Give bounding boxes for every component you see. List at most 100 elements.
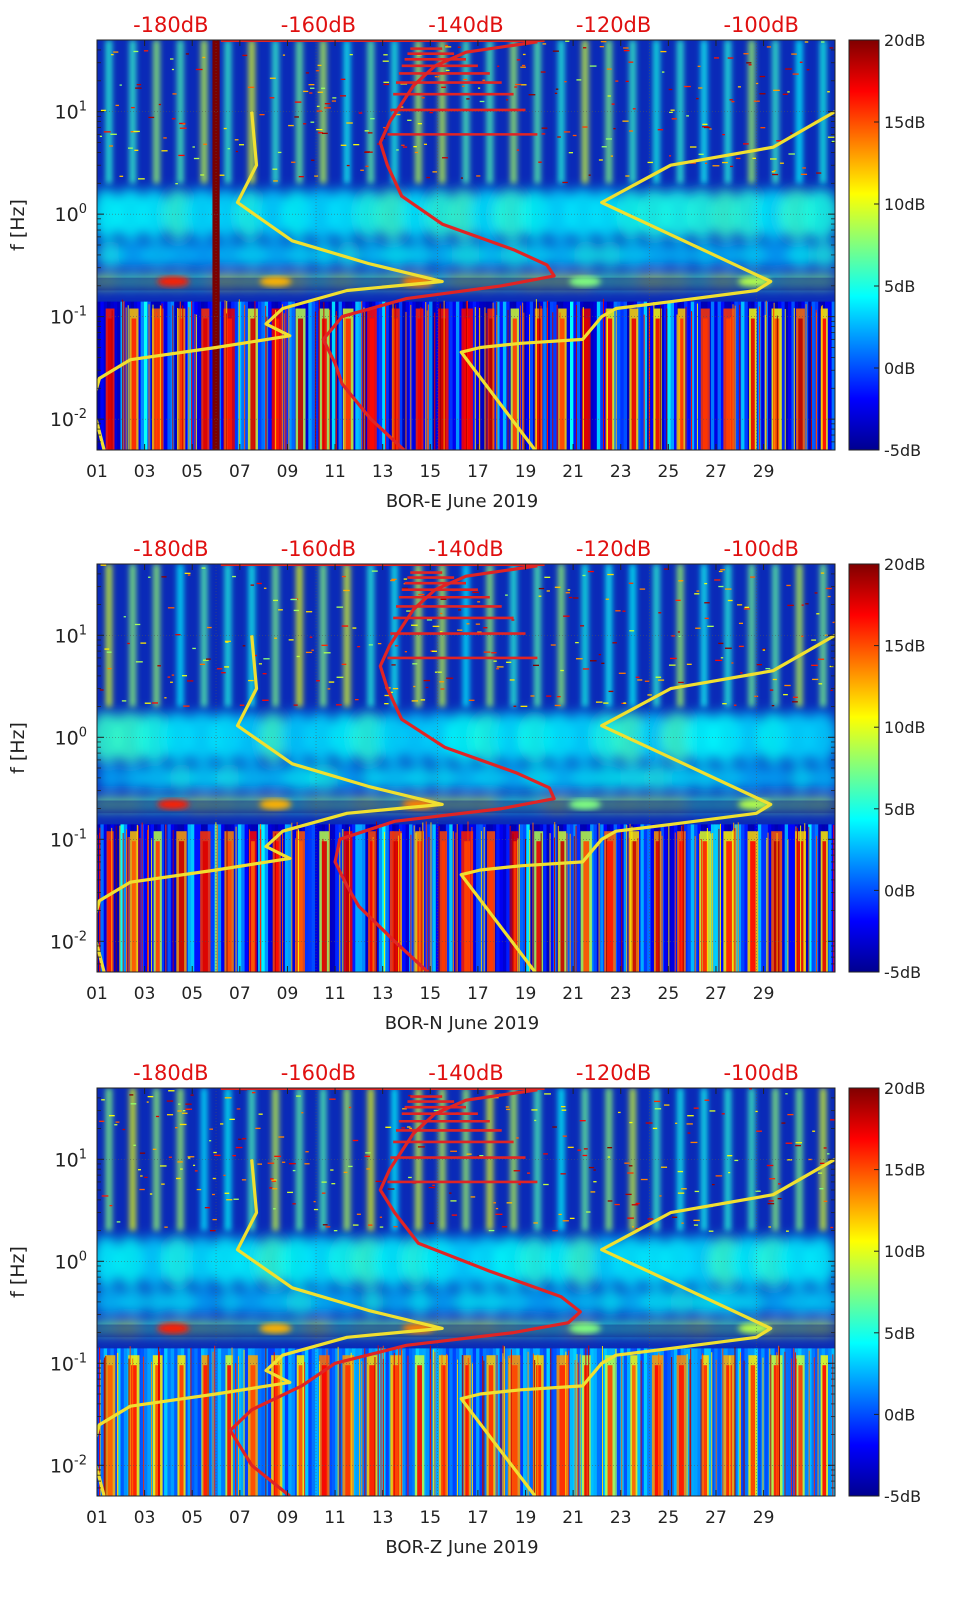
x-axis-label: BOR-Z June 2019 (385, 1537, 538, 1558)
noise-model-left-curve (97, 111, 444, 450)
spectrogram-image (97, 1088, 835, 1496)
colorbar-label: 10dB (884, 195, 926, 214)
x-tick-label: 17 (467, 984, 489, 1004)
colorbar-label: 20dB (884, 555, 926, 574)
colorbar-gradient (848, 563, 880, 973)
top-axis-db-label: -140dB (428, 537, 503, 561)
x-tick-label: 23 (610, 1508, 632, 1528)
colorbar-label: 0dB (884, 359, 915, 378)
x-tick-label: 17 (467, 1508, 489, 1528)
x-tick-label: 05 (181, 1508, 203, 1528)
x-tick-label: 09 (277, 462, 299, 482)
x-tick-label: 07 (229, 462, 251, 482)
spectrogram-panel-bor-z: 01 03 05 07 09 11 13 15 17 19 21 23 25 27 29 BOR-Z June… (7, 1061, 926, 1558)
x-tick-label: 07 (229, 1508, 251, 1528)
x-tick-label: 03 (134, 462, 156, 482)
x-axis-label: BOR-N June 2019 (385, 1013, 539, 1034)
x-tick-label: 03 (134, 1508, 156, 1528)
y-tick-label: 10-2 (50, 1453, 87, 1477)
y-tick-label: 100 (55, 202, 87, 226)
psd-reference-curve (321, 40, 556, 450)
top-axis-db-label: -160dB (281, 1061, 356, 1085)
noise-model-right-curve (459, 1157, 835, 1496)
x-tick-label: 13 (372, 1508, 394, 1528)
top-axis-db-label: -100dB (723, 13, 798, 37)
y-tick-label: 10-1 (50, 827, 87, 851)
x-tick-label: 27 (705, 1508, 727, 1528)
y-tick-label: 101 (55, 1147, 87, 1171)
x-tick-label: 19 (515, 984, 537, 1004)
x-tick-label: 05 (181, 462, 203, 482)
y-tick-label: 100 (55, 1249, 87, 1273)
x-tick-label: 27 (705, 462, 727, 482)
y-tick-label: 10-2 (50, 929, 87, 953)
x-tick-label: 21 (562, 462, 584, 482)
top-axis-db-label: -120dB (576, 537, 651, 561)
x-tick-label: 21 (562, 984, 584, 1004)
top-axis-db-label: -180dB (133, 1061, 208, 1085)
x-tick-label: 15 (419, 462, 441, 482)
top-axis-db-label: -120dB (576, 1061, 651, 1085)
y-tick-label: 100 (55, 725, 87, 749)
y-axis-label: f [Hz] (7, 199, 29, 251)
colorbar-label: 5dB (884, 800, 915, 819)
x-axis-label: BOR-E June 2019 (386, 491, 538, 512)
x-tick-label: 07 (229, 984, 251, 1004)
x-tick-label: 11 (324, 462, 346, 482)
y-axis-label: f [Hz] (7, 722, 29, 774)
colorbar-label: 15dB (884, 1161, 926, 1180)
x-tick-label: 25 (658, 984, 680, 1004)
y-tick-label: 10-1 (50, 1351, 87, 1375)
x-tick-label: 15 (419, 984, 441, 1004)
x-tick-label: 01 (86, 1508, 108, 1528)
x-tick-label: 29 (753, 1508, 775, 1528)
colorbar: 20dB 15dB 10dB 5dB 0dB -5dB (848, 1079, 926, 1506)
x-tick-label: 19 (515, 462, 537, 482)
colorbar-label: 15dB (884, 113, 926, 132)
colorbar-label: 20dB (884, 31, 926, 50)
noise-model-right-curve (459, 633, 835, 972)
x-tick-label: 09 (277, 1508, 299, 1528)
top-axis-db-label: -100dB (723, 537, 798, 561)
top-axis-db-label: -160dB (281, 13, 356, 37)
top-axis-db-label: -140dB (428, 1061, 503, 1085)
y-tick-label: 101 (55, 100, 87, 124)
colorbar-label: 20dB (884, 1079, 926, 1098)
x-tick-label: 29 (753, 462, 775, 482)
colorbar-gradient (848, 39, 880, 451)
top-axis-db-label: -180dB (133, 537, 208, 561)
colorbar-label: 15dB (884, 637, 926, 656)
spectrogram-image (97, 40, 835, 450)
y-axis-label: f [Hz] (7, 1246, 29, 1298)
colorbar-label: 5dB (884, 277, 915, 296)
psd-reference-curve (333, 564, 556, 972)
psd-reference-curve (228, 1088, 582, 1496)
spectrogram-image (97, 564, 835, 972)
x-tick-label: 21 (562, 1508, 584, 1528)
colorbar: 20dB 15dB 10dB 5dB 0dB -5dB (848, 555, 926, 982)
colorbar-label: 10dB (884, 718, 926, 737)
y-tick-label: 101 (55, 623, 87, 647)
colorbar-label: 0dB (884, 881, 915, 900)
x-tick-label: 03 (134, 984, 156, 1004)
noise-model-left-curve (97, 635, 444, 972)
top-axis-db-label: -120dB (576, 13, 651, 37)
spectrogram-panel-bor-n: 01 03 05 07 09 11 13 15 17 19 21 23 25 27 29 BOR-N June… (7, 537, 926, 1034)
colorbar-label: -5dB (884, 441, 921, 460)
top-axis-db-label: -180dB (133, 13, 208, 37)
spectrogram-panel-bor-e: 01 03 05 07 09 11 13 15 17 19 21 23 25 27 29 BOR-E June… (7, 13, 926, 512)
x-tick-label: 23 (610, 984, 632, 1004)
x-tick-label: 11 (324, 984, 346, 1004)
colorbar-label: -5dB (884, 963, 921, 982)
y-tick-label: 10-2 (50, 407, 87, 431)
colorbar: 20dB 15dB 10dB 5dB 0dB -5dB (848, 31, 926, 460)
top-axis-db-label: -160dB (281, 537, 356, 561)
y-tick-label: 10-1 (50, 305, 87, 329)
colorbar-label: 0dB (884, 1405, 915, 1424)
colorbar-label: 5dB (884, 1324, 915, 1343)
x-tick-label: 01 (86, 984, 108, 1004)
noise-model-right-curve (459, 110, 835, 450)
x-tick-label: 25 (658, 1508, 680, 1528)
grid (97, 40, 835, 450)
